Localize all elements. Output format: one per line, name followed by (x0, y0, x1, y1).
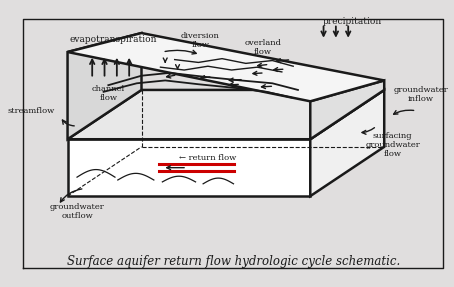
Text: Surface aquifer return flow hydrologic cycle schematic.: Surface aquifer return flow hydrologic c… (67, 255, 400, 268)
Text: channel
flow: channel flow (92, 85, 125, 102)
Text: groundwater
outflow: groundwater outflow (49, 203, 104, 220)
Text: evapotranspiration: evapotranspiration (69, 35, 157, 44)
Text: precipitation: precipitation (322, 17, 382, 26)
Polygon shape (310, 90, 384, 196)
Text: surfacing
groundwater
flow: surfacing groundwater flow (365, 132, 420, 158)
Text: ← return flow: ← return flow (179, 154, 237, 162)
Polygon shape (68, 139, 310, 196)
Polygon shape (68, 90, 384, 139)
Text: groundwater
inflow: groundwater inflow (394, 86, 449, 103)
Text: streamflow: streamflow (7, 107, 54, 115)
Polygon shape (68, 33, 384, 101)
Text: diversion
flow: diversion flow (181, 32, 220, 49)
Text: overland
flow: overland flow (244, 39, 281, 56)
Polygon shape (310, 80, 384, 139)
Polygon shape (68, 33, 142, 139)
